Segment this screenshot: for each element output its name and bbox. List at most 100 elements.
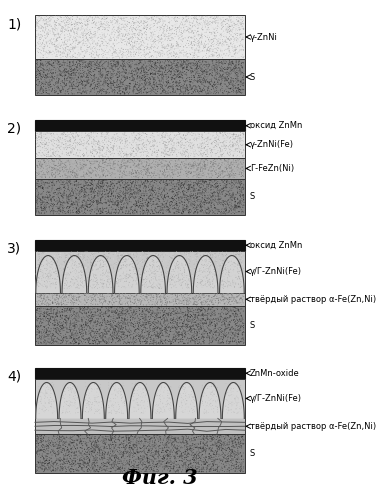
Point: [224, 26, 230, 34]
Point: [152, 401, 158, 409]
Point: [69, 268, 75, 276]
Point: [105, 186, 111, 194]
Point: [33, 197, 40, 205]
Point: [119, 257, 125, 265]
Point: [77, 308, 83, 316]
Point: [64, 256, 70, 264]
Point: [57, 435, 63, 443]
Point: [84, 442, 90, 450]
Point: [101, 86, 107, 94]
Point: [133, 251, 139, 259]
Point: [135, 197, 141, 205]
Point: [132, 271, 138, 279]
Point: [61, 266, 67, 274]
Point: [60, 192, 66, 200]
Point: [57, 438, 63, 446]
Point: [65, 150, 71, 158]
Point: [37, 458, 43, 466]
Point: [101, 172, 107, 179]
Point: [147, 462, 153, 469]
Point: [210, 396, 216, 404]
Point: [175, 78, 181, 86]
Point: [124, 27, 130, 35]
Point: [179, 408, 185, 416]
Point: [207, 388, 213, 396]
Point: [170, 252, 176, 260]
Point: [234, 261, 241, 269]
Point: [189, 85, 195, 93]
Point: [68, 301, 74, 309]
Point: [57, 440, 63, 448]
Point: [182, 148, 188, 156]
Point: [223, 454, 230, 462]
Point: [136, 40, 142, 48]
Point: [136, 14, 142, 22]
Point: [46, 456, 52, 464]
Point: [149, 338, 155, 346]
Point: [154, 58, 160, 66]
Point: [125, 178, 131, 186]
Point: [134, 434, 140, 442]
Point: [112, 192, 118, 200]
Point: [228, 160, 234, 168]
Point: [132, 380, 138, 388]
Point: [238, 180, 244, 188]
Point: [228, 150, 234, 158]
Point: [63, 174, 69, 182]
Point: [138, 188, 144, 196]
Point: [155, 330, 161, 338]
Point: [200, 386, 206, 394]
Point: [125, 439, 131, 447]
Point: [115, 308, 121, 316]
Point: [229, 28, 235, 36]
Point: [67, 278, 73, 286]
Point: [94, 58, 100, 66]
Point: [76, 131, 82, 139]
Point: [141, 338, 147, 345]
Point: [233, 405, 239, 413]
Point: [162, 316, 168, 324]
Point: [163, 264, 169, 272]
Point: [94, 328, 100, 336]
Point: [239, 25, 245, 33]
Point: [185, 270, 192, 278]
Point: [132, 433, 138, 441]
Point: [166, 138, 173, 146]
Point: [151, 466, 157, 474]
Point: [77, 167, 83, 175]
Point: [145, 178, 151, 186]
Point: [240, 440, 246, 448]
Point: [127, 439, 133, 447]
Point: [117, 13, 123, 21]
Point: [52, 458, 58, 466]
Point: [131, 292, 137, 300]
Point: [165, 282, 171, 290]
Point: [190, 173, 196, 181]
Point: [74, 196, 81, 203]
Point: [209, 335, 215, 343]
Point: [171, 168, 177, 176]
Point: [139, 158, 145, 166]
Point: [165, 323, 171, 331]
Point: [134, 207, 140, 215]
Point: [240, 307, 246, 315]
Point: [214, 258, 220, 266]
Point: [235, 176, 241, 184]
Point: [214, 294, 220, 302]
Point: [82, 264, 89, 272]
Point: [86, 194, 92, 202]
Point: [206, 318, 212, 326]
Point: [146, 268, 152, 276]
Point: [126, 262, 132, 270]
Point: [92, 462, 98, 470]
Point: [138, 84, 144, 92]
Point: [227, 340, 233, 347]
Point: [219, 324, 225, 332]
Point: [158, 155, 164, 163]
Point: [227, 204, 233, 212]
Point: [194, 140, 200, 148]
Point: [236, 330, 242, 338]
Point: [208, 308, 214, 316]
Point: [37, 444, 43, 452]
Point: [75, 206, 81, 214]
